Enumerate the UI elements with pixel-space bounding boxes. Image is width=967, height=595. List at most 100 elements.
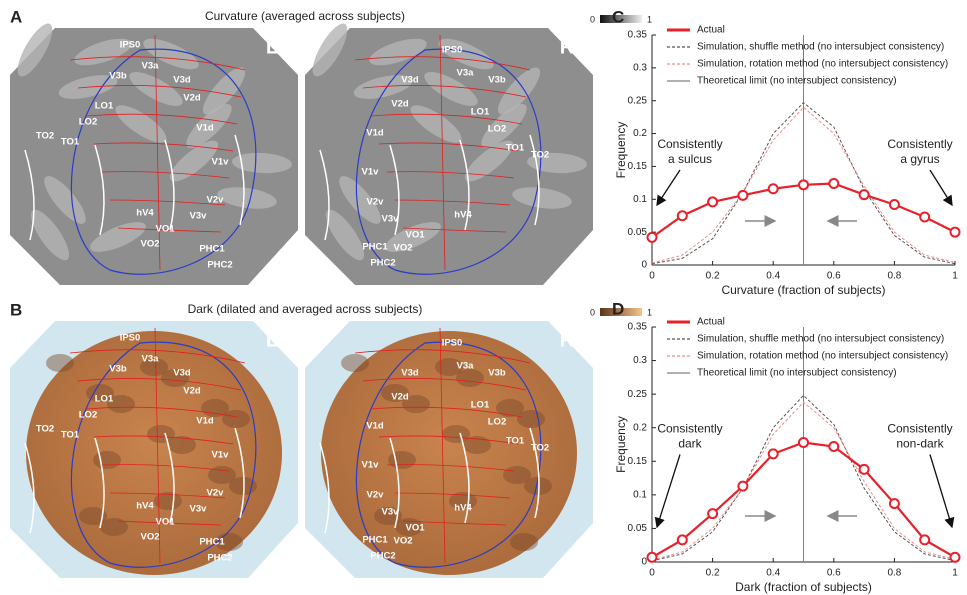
boundary-red (69, 56, 246, 71)
data-point (767, 448, 779, 460)
region-label: V3a (457, 361, 475, 372)
region-label: VO2 (140, 532, 159, 543)
x-tick-label: 1 (952, 271, 958, 282)
dark-patch (140, 358, 168, 376)
brain-map (305, 321, 593, 578)
data-point (707, 508, 719, 520)
gyrus (143, 38, 199, 70)
legend-label: Simulation, shuffle method (no intersubj… (697, 334, 944, 345)
dark-patch (496, 399, 524, 417)
region-label: PHC2 (370, 258, 395, 269)
panel-title: Curvature (averaged across subjects) (205, 9, 405, 23)
region-label: V3v (382, 507, 400, 518)
region-label: LO1 (471, 400, 490, 411)
boundary-red (69, 349, 246, 364)
region-label: V1d (366, 128, 384, 139)
boundary-red (117, 227, 222, 233)
gyrus (115, 105, 167, 143)
data-point (707, 196, 719, 208)
dark-patch (201, 399, 229, 417)
data-point (737, 480, 749, 492)
x-axis-label: Dark (fraction of subjects) (735, 580, 872, 594)
boundary-red (386, 464, 515, 472)
annotation: Consistently (657, 137, 722, 151)
dark-patch (456, 369, 484, 387)
dark-patch (341, 354, 369, 372)
dark-patch (46, 354, 74, 372)
hemisphere-label: R (560, 329, 575, 351)
sulcus-line (164, 432, 175, 524)
annotation: Consistently (887, 137, 952, 151)
dark-patch (86, 384, 114, 402)
region-label: V2d (391, 392, 409, 403)
boundary-red (85, 406, 238, 418)
colorbar-tick: 0 (590, 14, 595, 24)
annotation-arrow (654, 454, 681, 529)
dark-patch (374, 507, 402, 525)
annotation-arrow (656, 169, 681, 207)
region-label: hV4 (136, 501, 154, 512)
sulcus-line (94, 144, 105, 236)
gyrus (30, 209, 70, 261)
y-tick-label: 0.3 (633, 355, 647, 366)
boundary-blue (355, 341, 542, 568)
boundary-red (402, 227, 507, 233)
sulcus-line (94, 437, 105, 529)
y-tick-label: 0.15 (628, 456, 648, 467)
region-label: V3d (401, 75, 419, 86)
x-tick-label: 0 (649, 568, 655, 579)
gyrus (169, 140, 219, 182)
sulcus-line (389, 144, 400, 236)
y-tick-label: 0.05 (628, 227, 648, 238)
region-label: LO2 (79, 410, 97, 421)
region-label: V1v (362, 460, 380, 471)
y-tick-label: 0.2 (633, 128, 647, 139)
boundary-red (154, 34, 161, 271)
dark-patch (463, 436, 491, 454)
boundary-red (77, 378, 242, 391)
brain-map (305, 23, 593, 285)
panel-letter: A (10, 7, 22, 26)
sulcus-line (164, 139, 175, 231)
gyrus (481, 103, 527, 149)
legend-label: Simulation, rotation method (no intersub… (697, 59, 948, 70)
boundary-blue (70, 48, 257, 275)
region-label: VO2 (393, 243, 412, 254)
region-label: V2d (183, 93, 201, 104)
sulcus-line (24, 149, 35, 241)
x-tick-label: 0.6 (827, 271, 841, 282)
data-point (798, 179, 809, 191)
x-axis-label: Curvature (fraction of subjects) (721, 283, 885, 297)
dark-patch (93, 451, 121, 469)
region-label: IPS0 (442, 338, 463, 349)
region-label: LO1 (95, 101, 114, 112)
region-label: V2v (367, 490, 385, 501)
x-tick-label: 0.4 (766, 271, 780, 282)
panel-title: Dark (dilated and averaged across subjec… (188, 302, 423, 316)
region-label: V3b (109, 71, 127, 82)
data-point (646, 231, 658, 243)
region-label: V3d (173, 368, 191, 379)
sulcus-line (234, 427, 245, 519)
dark-patch (79, 507, 107, 525)
region-label: PHC1 (362, 242, 388, 253)
x-tick-label: 0.6 (827, 568, 841, 579)
series-line (651, 401, 956, 561)
x-tick-label: 0 (649, 271, 655, 282)
y-tick-label: 0.25 (628, 389, 648, 400)
gyrus (17, 23, 53, 77)
region-label: V1d (196, 123, 214, 134)
region-label: V3b (488, 75, 506, 86)
region-label: hV4 (454, 503, 472, 514)
sulcus-line (24, 442, 35, 534)
boundary-red (370, 406, 523, 418)
y-tick-label: 0 (641, 260, 647, 271)
y-tick-label: 0.3 (633, 62, 647, 73)
region-label: V3a (457, 68, 475, 79)
dark-patch (154, 492, 182, 510)
region-label: V3v (190, 504, 208, 515)
boundary-blue (355, 48, 542, 275)
region-label: VO2 (393, 536, 412, 547)
region-label: TO1 (61, 430, 80, 441)
dark-patch (222, 410, 250, 428)
